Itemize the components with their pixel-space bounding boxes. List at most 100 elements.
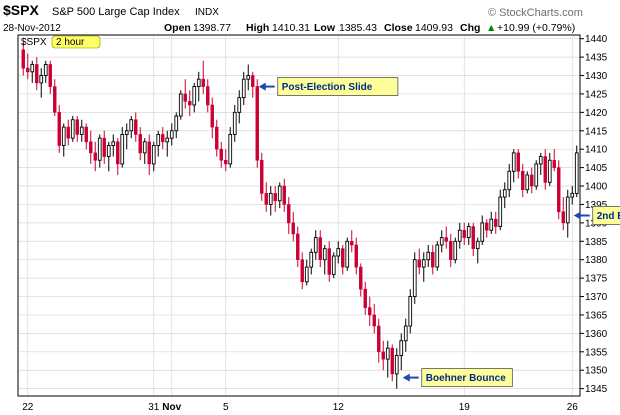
candle-body — [485, 222, 489, 231]
chg-arrow-icon: ▲ — [486, 22, 496, 34]
candle-down — [84, 123, 88, 150]
candle-down — [161, 127, 165, 150]
candle-down — [417, 248, 421, 275]
candle-up — [61, 123, 66, 157]
annotation-label: Post-Election Slide — [282, 82, 373, 93]
candle-body — [421, 259, 426, 268]
candle-up — [268, 186, 273, 216]
y-tick-label: 1360 — [585, 329, 608, 340]
candle-down — [543, 149, 547, 190]
y-tick-label: 1385 — [585, 237, 608, 248]
candle-up — [408, 289, 413, 334]
annotation-box — [421, 368, 513, 387]
candle-up — [538, 152, 543, 175]
candle-body — [494, 218, 498, 227]
candle-up — [192, 82, 197, 113]
candle-down — [210, 97, 214, 139]
candle-up — [439, 230, 444, 253]
candle-up — [106, 141, 111, 172]
candle-up — [169, 123, 174, 146]
candle-body — [75, 119, 79, 135]
candle-body — [372, 314, 376, 327]
candle-body — [120, 134, 125, 165]
y-tick-label: 1400 — [585, 182, 608, 193]
candle-body — [403, 325, 408, 342]
candle-body — [102, 137, 106, 157]
candle-down — [377, 318, 381, 363]
candle-up — [174, 112, 179, 139]
candle-body — [431, 252, 435, 268]
candle-body — [331, 255, 336, 275]
candle-up — [385, 340, 390, 378]
candle-up — [129, 116, 134, 139]
candle-up — [277, 182, 282, 209]
candle-up — [336, 241, 341, 264]
candle-body — [53, 86, 57, 113]
candle-down — [134, 112, 138, 142]
candle-up — [111, 134, 116, 157]
x-tick-label: 19 — [459, 402, 471, 413]
candle-body — [156, 134, 161, 146]
y-tick-label: 1355 — [585, 347, 608, 358]
candle-up — [570, 186, 575, 205]
candle-down — [516, 149, 520, 179]
candle-down — [264, 182, 268, 212]
annotation: 2nd Bounce — [573, 206, 620, 225]
candle-up — [426, 244, 431, 268]
candle-body — [552, 159, 556, 168]
candle-body — [165, 137, 170, 143]
y-tick-label: 1410 — [585, 145, 608, 156]
chart-grid — [18, 35, 580, 396]
open-value: 1398.77 — [193, 22, 231, 34]
candle-down — [341, 244, 345, 275]
candle-body — [300, 259, 304, 283]
candle-body — [525, 174, 530, 191]
candle-body — [462, 229, 466, 238]
candle-body — [277, 185, 282, 202]
candle-down — [224, 149, 228, 172]
exchange-label: INDX — [195, 7, 219, 18]
stockcharts-watermark[interactable]: © StockCharts.com — [488, 7, 583, 19]
candle-up — [124, 123, 129, 150]
candle-up — [39, 68, 44, 98]
candle-up — [241, 71, 246, 105]
candle-body — [39, 75, 44, 84]
candle-body — [57, 112, 61, 146]
candle-body — [183, 93, 187, 102]
candle-body — [368, 307, 372, 316]
candle-up — [457, 222, 462, 249]
candle-body — [89, 141, 93, 154]
candle-body — [561, 211, 565, 224]
candle-up — [511, 149, 516, 183]
candle-body — [502, 189, 507, 198]
candle-down — [215, 119, 219, 157]
candle-down — [287, 197, 291, 234]
candle-down — [48, 60, 52, 94]
y-tick-label: 1405 — [585, 163, 608, 174]
candle-up — [435, 241, 440, 271]
candle-body — [116, 141, 120, 165]
candle-body — [574, 152, 579, 194]
candle-down — [552, 149, 556, 172]
candle-up — [313, 230, 318, 260]
candle-up — [322, 244, 327, 275]
candle-body — [192, 86, 197, 106]
x-tick-label: 5 — [223, 402, 229, 413]
candle-body — [79, 126, 84, 135]
candle-body — [511, 152, 516, 172]
candle-body — [124, 130, 129, 135]
candle-down — [21, 42, 25, 76]
candle-up — [547, 152, 552, 187]
candle-body — [61, 126, 66, 146]
candle-up — [399, 333, 404, 371]
candle-body — [530, 174, 534, 187]
candle-up — [480, 215, 485, 245]
candle-body — [215, 126, 219, 150]
candle-body — [246, 75, 251, 80]
candle-down — [206, 79, 210, 113]
candle-down — [350, 230, 354, 253]
candle-body — [296, 233, 300, 261]
chart-legend: $SPX 2 hour — [21, 35, 101, 49]
y-tick-label: 1425 — [585, 89, 608, 100]
candle-body — [174, 115, 179, 132]
